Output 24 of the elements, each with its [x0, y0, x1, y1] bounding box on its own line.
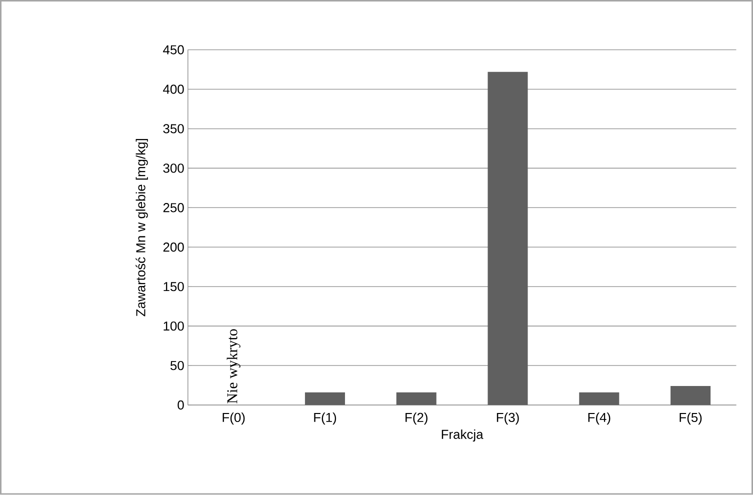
y-tick-label: 350	[163, 124, 184, 134]
y-tick-label: 100	[164, 322, 184, 331]
bar	[488, 72, 528, 406]
y-tick-label: 450	[163, 45, 184, 54]
x-tick-label: F(3)	[496, 412, 519, 425]
y-axis-title: Zawartość Mn w glebie [mg/kg]	[136, 139, 148, 316]
x-tick-label: F(2)	[406, 412, 428, 425]
annotation: Nie wykryto	[226, 329, 240, 404]
bar	[396, 392, 436, 406]
x-tick-label: F(1)	[314, 412, 336, 425]
x-axis-title: Frakcja	[442, 430, 484, 442]
y-tick-label: 300	[163, 164, 184, 173]
x-tick-label: F(0)	[222, 412, 245, 425]
bar	[579, 392, 620, 406]
x-tick-label: F(4)	[588, 412, 610, 425]
y-tick-label: 0	[178, 400, 184, 410]
y-tick-label: 50	[170, 361, 184, 370]
y-tick-label: 200	[163, 242, 184, 252]
y-tick-label: 400	[163, 84, 184, 94]
bar	[670, 386, 711, 406]
y-tick-label: 250	[163, 203, 184, 212]
x-tick-label: F(5)	[680, 412, 702, 425]
bar	[304, 392, 345, 406]
y-tick-label: 150	[164, 282, 184, 292]
